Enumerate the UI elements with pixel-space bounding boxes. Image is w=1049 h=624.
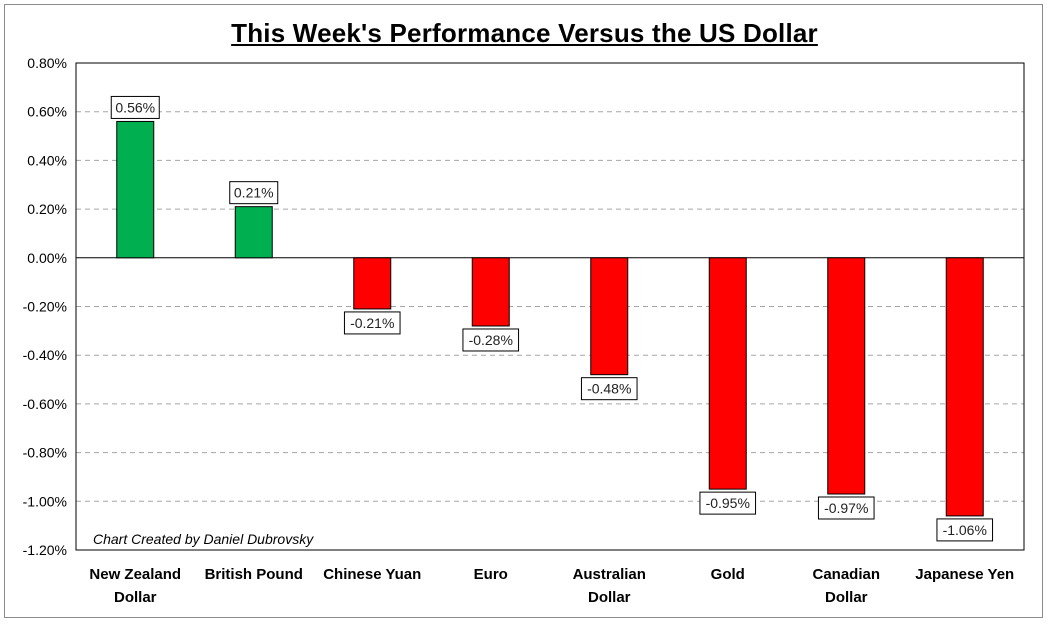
x-category-label: Chinese Yuan <box>323 566 421 583</box>
data-label-box <box>699 491 757 515</box>
data-label-box <box>817 496 875 520</box>
plot-area <box>75 62 1025 551</box>
chart-credit-annotation: Chart Created by Daniel Dubrovsky <box>93 531 314 547</box>
y-tick-label: 0.80% <box>27 55 67 71</box>
data-label-box <box>580 377 638 401</box>
x-category-label: Japanese Yen <box>915 566 1014 583</box>
x-category-label: British Pound <box>205 566 303 583</box>
bar <box>827 257 866 495</box>
data-label: -0.48% <box>587 381 631 397</box>
x-category-label: Canadian Dollar <box>812 566 880 606</box>
data-label: -1.06% <box>943 522 987 538</box>
data-label: -0.97% <box>824 500 868 516</box>
data-label-box <box>936 518 994 542</box>
y-axis: 0.80% 0.60% 0.40% 0.20% 0.00% -0.20% -0.40% -0.… <box>23 55 67 558</box>
x-category-label: Euro <box>474 566 508 583</box>
bar <box>590 257 629 376</box>
gridlines <box>76 111 1024 502</box>
bar <box>116 120 155 259</box>
bar <box>353 257 392 310</box>
x-category-label: Gold <box>711 566 745 583</box>
bar <box>234 206 273 259</box>
y-tick-label: 0.20% <box>27 201 67 217</box>
y-tick-label: 0.00% <box>27 250 67 266</box>
y-tick-label: -1.00% <box>23 493 67 509</box>
x-axis-categories: New Zealand Dollar British Pound Chinese Yu… <box>89 566 1014 606</box>
data-label: -0.95% <box>706 495 750 511</box>
y-tick-label: 0.60% <box>27 104 67 120</box>
y-tick-label: -0.80% <box>23 445 67 461</box>
data-label: -0.28% <box>469 332 513 348</box>
x-category-label: Australian Dollar <box>573 566 646 606</box>
data-label-box <box>343 311 401 335</box>
y-tick-label: -0.20% <box>23 299 67 315</box>
data-labels: 0.56% 0.21% -0.21% -0.28% -0.48% -0.95% -0.97%… <box>110 95 994 542</box>
bar <box>471 257 510 327</box>
y-tick-label: 0.40% <box>27 152 67 168</box>
bars <box>116 120 984 517</box>
data-label-box <box>462 328 520 352</box>
chart-title: This Week's Performance Versus the US Do… <box>231 18 818 48</box>
data-label: 0.56% <box>115 99 155 115</box>
x-category-label: New Zealand Dollar <box>89 566 181 606</box>
data-label: 0.21% <box>234 185 274 201</box>
y-tick-label: -1.20% <box>23 542 67 558</box>
data-label-box <box>110 95 160 119</box>
y-tick-label: -0.60% <box>23 396 67 412</box>
data-label-box <box>229 181 279 205</box>
bar <box>708 257 747 490</box>
bar <box>945 257 984 517</box>
y-tick-label: -0.40% <box>23 347 67 363</box>
data-label: -0.21% <box>350 315 394 331</box>
